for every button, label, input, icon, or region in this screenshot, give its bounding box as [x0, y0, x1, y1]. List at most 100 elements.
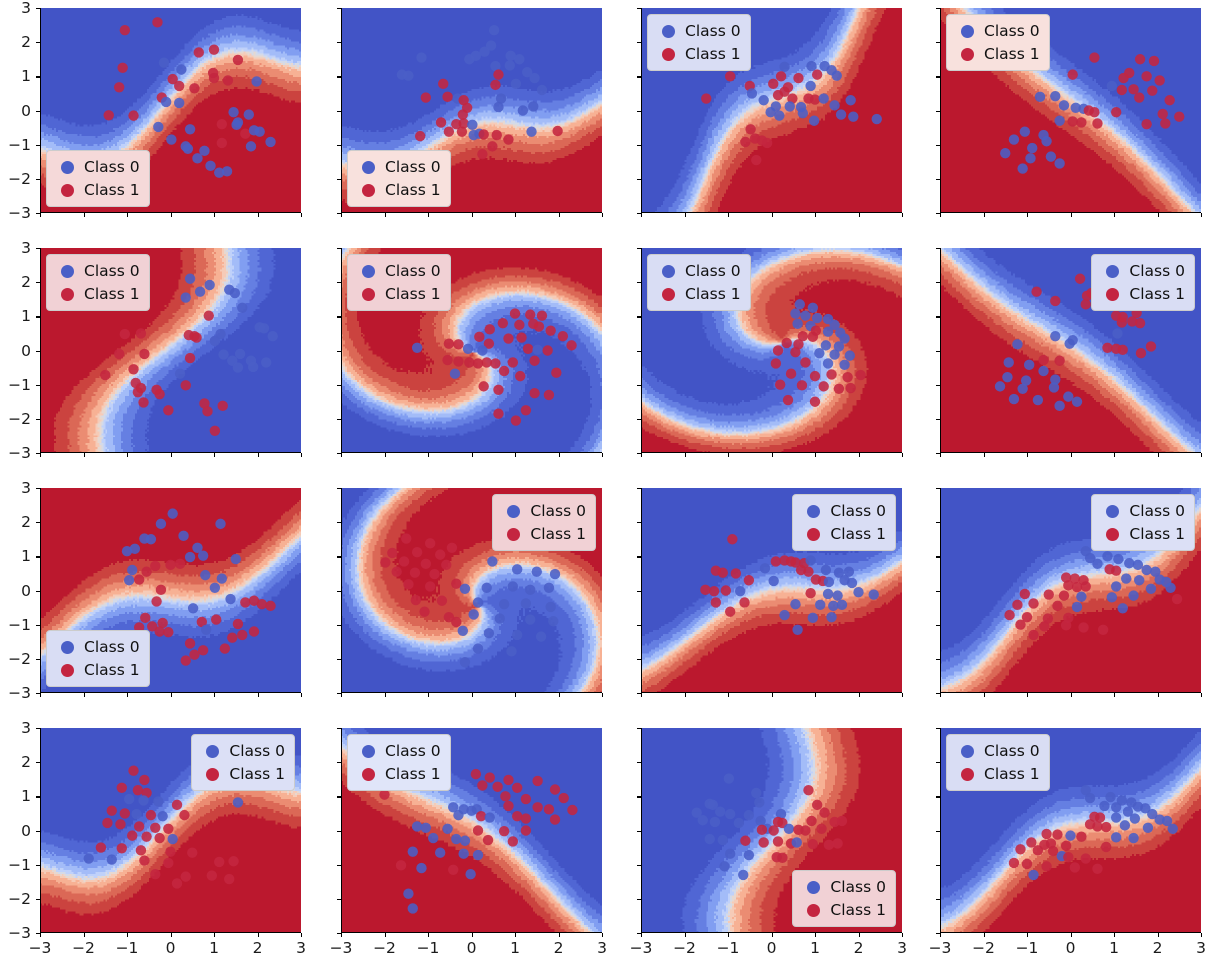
y-tick-label: 2	[21, 513, 31, 532]
scatter-point-class-1	[1100, 841, 1112, 853]
scatter-point-class-1	[1089, 52, 1100, 63]
scatter-point-class-1	[1100, 821, 1112, 833]
scatter-layer	[121, 508, 276, 666]
scatter-point-class-1	[141, 831, 152, 842]
scatter-point-class-1	[724, 606, 736, 617]
legend: Class 0 Class 1	[46, 630, 150, 687]
scatter-point-class-0	[806, 60, 817, 72]
scatter-point-class-0	[835, 109, 847, 120]
axes-area: Class 0 Class 1	[641, 248, 902, 453]
x-tick	[815, 213, 817, 217]
y-tick	[337, 658, 341, 661]
scatter-point-class-1	[503, 774, 514, 786]
scatter-point-class-0	[251, 76, 262, 87]
scatter-point-class-1	[140, 612, 151, 624]
scatter-point-class-1	[1127, 316, 1138, 327]
scatter-point-class-1	[520, 793, 532, 805]
scatter-point-class-0	[790, 308, 801, 319]
y-tick	[36, 796, 40, 798]
scatter-point-class-0	[227, 355, 238, 366]
scatter-point-class-0	[129, 543, 141, 555]
y-tick	[36, 144, 40, 146]
subplot-4: Class 0 Class 1 −3 −2 −1 0 1 2 3	[8, 239, 303, 462]
scatter-point-class-0	[451, 833, 462, 845]
legend-item-class-1: Class 1	[501, 524, 586, 544]
x-tick	[684, 933, 686, 937]
scatter-point-class-0	[733, 817, 745, 829]
scatter-point-class-1	[1160, 118, 1171, 129]
scatter-point-class-0	[507, 581, 519, 592]
scatter-point-class-1	[442, 91, 453, 103]
scatter-point-class-1	[1063, 580, 1074, 591]
scatter-point-class-1	[103, 110, 114, 121]
y-tick	[337, 796, 341, 798]
scatter-point-class-0	[823, 576, 835, 588]
scatter-point-class-1	[443, 338, 455, 349]
scatter-point-class-1	[743, 575, 755, 586]
scatter-point-class-1	[487, 141, 498, 152]
scatter-point-class-0	[187, 603, 199, 614]
y-tick	[337, 898, 341, 901]
x-tick	[1070, 693, 1072, 697]
x-tick	[1201, 933, 1203, 937]
scatter-point-class-1	[785, 368, 797, 379]
legend-item-class-1: Class 1	[356, 284, 441, 304]
scatter-point-class-0	[200, 624, 212, 635]
legend-label: Class 1	[385, 285, 441, 303]
scatter-point-class-0	[1167, 823, 1178, 834]
subplot-6: Class 0 Class 1	[637, 248, 904, 457]
y-tick	[337, 8, 341, 10]
y-tick-label: 2	[21, 33, 31, 52]
axes-area: Class 0 Class 1	[341, 8, 602, 213]
scatter-point-class-0	[228, 107, 239, 118]
scatter-point-class-1	[448, 864, 459, 875]
y-tick-label: 1	[21, 547, 31, 566]
y-tick-label: 3	[21, 479, 31, 497]
scatter-point-class-1	[113, 82, 125, 93]
scatter-point-class-1	[167, 73, 178, 85]
scatter-point-class-1	[464, 357, 475, 368]
y-tick	[936, 282, 940, 284]
legend-label: Class 0	[1129, 262, 1185, 280]
x-tick	[40, 693, 42, 697]
scatter-point-class-1	[95, 842, 107, 853]
scatter-point-class-1	[803, 784, 814, 796]
scatter-point-class-1	[424, 538, 436, 549]
scatter-point-class-1	[1080, 581, 1091, 592]
scatter-point-class-1	[100, 369, 111, 381]
scatter-point-class-1	[1012, 599, 1023, 611]
scatter-point-class-1	[1042, 613, 1054, 624]
scatter-point-class-1	[1067, 116, 1078, 127]
scatter-point-class-1	[248, 626, 260, 637]
x-tick	[384, 453, 386, 457]
scatter-point-class-0	[481, 582, 492, 593]
scatter-point-class-0	[843, 566, 855, 577]
scatter-point-class-1	[420, 92, 432, 103]
scatter-point-class-1	[163, 626, 174, 638]
x-tick-label: −1	[115, 939, 139, 957]
scatter-point-class-0	[511, 564, 523, 575]
scatter-layer	[83, 765, 244, 889]
scatter-point-class-0	[868, 589, 879, 600]
y-tick	[936, 796, 940, 798]
scatter-point-class-0	[83, 853, 94, 864]
x-tick	[858, 693, 860, 697]
scatter-point-class-0	[462, 343, 474, 354]
scatter-point-class-1	[520, 405, 532, 416]
scatter-point-class-1	[1028, 598, 1039, 609]
subplot-14: Class 0 Class 1 −3 −2 −1 0 1 2 3	[630, 728, 907, 957]
legend-label: Class 0	[530, 502, 586, 520]
scatter-point-class-1	[1092, 863, 1103, 874]
scatter-point-class-1	[165, 846, 176, 857]
y-tick	[337, 488, 341, 490]
y-tick	[936, 110, 940, 112]
y-tick	[337, 42, 341, 44]
scatter-point-class-0	[514, 54, 525, 65]
legend-label: Class 1	[1129, 285, 1185, 303]
scatter-point-class-1	[836, 815, 848, 827]
scatter-point-class-0	[724, 808, 736, 820]
scatter-point-class-0	[229, 287, 241, 299]
x-tick	[257, 213, 259, 217]
scatter-point-class-0	[498, 598, 510, 610]
scatter-point-class-0	[176, 64, 187, 75]
